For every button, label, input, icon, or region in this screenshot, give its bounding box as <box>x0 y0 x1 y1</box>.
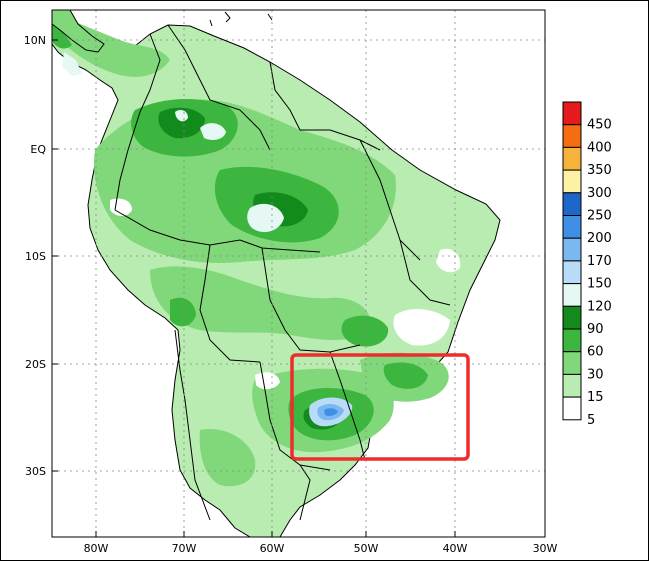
lat-label: 20S <box>25 358 46 371</box>
plot-border <box>51 9 546 538</box>
legend-label: 120 <box>587 299 612 314</box>
legend-label: 15 <box>587 390 604 405</box>
lon-label: 40W <box>443 542 468 555</box>
legend-label: 350 <box>587 163 612 178</box>
latitude-labels: 10N EQ 10S 20S 30S <box>24 34 47 478</box>
lon-label: 30W <box>533 542 558 555</box>
legend-label: 60 <box>587 345 604 360</box>
highlight-rectangle <box>290 353 470 461</box>
legend-swatch <box>562 237 582 262</box>
lat-label: 10S <box>25 250 46 263</box>
precip-120-plus <box>62 52 353 427</box>
central-america <box>52 10 105 53</box>
legend-swatch <box>562 305 582 330</box>
map-content <box>52 10 545 537</box>
color-legend: 450 400 350 300 250 200 170 150 120 90 60 30 15 5 <box>562 101 612 428</box>
lon-label: 70W <box>172 542 197 555</box>
legend-label: 5 <box>587 413 595 428</box>
dry-areas <box>110 198 461 390</box>
legend-swatch <box>562 215 582 239</box>
legend-label: 30 <box>587 367 604 382</box>
legend-swatch <box>562 283 582 307</box>
legend-swatch <box>562 260 582 285</box>
caribbean-islands <box>209 11 273 27</box>
legend-swatch <box>562 146 582 171</box>
legend-label: 150 <box>587 277 612 292</box>
legend-swatch <box>562 328 582 353</box>
legend-swatch <box>562 124 582 148</box>
legend-label: 90 <box>587 322 604 337</box>
lon-label: 80W <box>84 542 109 555</box>
graticule <box>52 10 545 537</box>
legend-label: 400 <box>587 140 612 155</box>
longitude-labels: 80W 70W 60W 50W 40W 30W <box>84 542 558 555</box>
legend-swatch <box>562 169 582 194</box>
lon-label: 50W <box>354 542 379 555</box>
legend-label: 300 <box>587 186 612 201</box>
lat-label: EQ <box>30 143 46 156</box>
legend-label: 250 <box>587 209 612 224</box>
legend-swatch <box>562 373 582 398</box>
legend-swatch <box>562 396 582 421</box>
lat-label: 10N <box>24 34 46 47</box>
lon-label: 60W <box>260 542 285 555</box>
legend-label: 200 <box>587 231 612 246</box>
legend-label: 170 <box>587 254 612 269</box>
legend-swatch <box>562 351 582 375</box>
lat-label: 30S <box>25 465 46 478</box>
legend-swatch <box>562 192 582 217</box>
axis-ticks <box>52 39 546 537</box>
legend-swatch <box>562 101 582 126</box>
legend-label: 450 <box>587 118 612 133</box>
country-borders <box>114 24 451 521</box>
